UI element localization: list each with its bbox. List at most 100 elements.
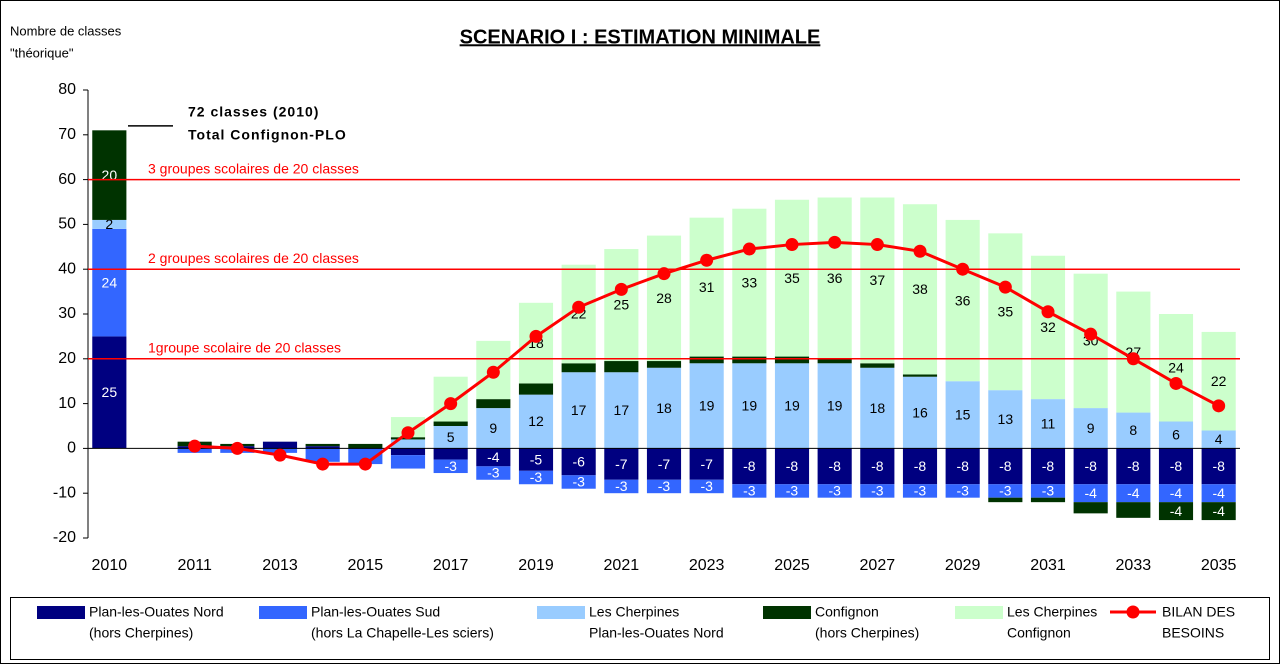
data-label: 24: [102, 274, 118, 290]
bar-segment: [817, 448, 852, 485]
data-label: 33: [742, 274, 758, 290]
data-label: 17: [571, 402, 587, 418]
bar-segment: [646, 361, 682, 368]
bar-segment: [92, 336, 127, 449]
data-label: -3: [786, 483, 799, 499]
line-marker: [913, 244, 927, 258]
bar-segment: [945, 484, 980, 498]
data-label: 38: [912, 281, 928, 297]
data-label: 19: [699, 398, 715, 414]
data-label: 20: [102, 167, 118, 183]
line-marker: [444, 397, 458, 411]
bar-segment: [305, 446, 340, 449]
data-label: 8: [1129, 422, 1137, 438]
bar-segment: [604, 249, 639, 362]
reference-label: 2 groupes scolaires de 20 classes: [148, 250, 359, 266]
line-marker: [785, 238, 799, 252]
bar-segment: [476, 399, 511, 409]
data-label: -8: [999, 458, 1012, 474]
data-label: -3: [487, 465, 500, 481]
data-label: -4: [1170, 485, 1183, 501]
data-label: 36: [955, 292, 971, 308]
bar-segment: [561, 475, 596, 489]
y-tick-label: -10: [53, 484, 76, 501]
bar-segment: [945, 381, 980, 449]
bar-segment: [433, 448, 468, 460]
bar-segment: [902, 204, 938, 375]
bar-segment: [518, 394, 554, 449]
bar-segment: [1158, 314, 1194, 422]
line-marker: [657, 267, 671, 281]
line-marker: [188, 439, 202, 453]
bar-segment: [518, 383, 554, 395]
data-label: -8: [786, 458, 799, 474]
reference-label: 1groupe scolaire de 20 classes: [148, 340, 341, 356]
line-marker: [358, 457, 372, 471]
data-label: -4: [1212, 485, 1225, 501]
data-label: 18: [870, 400, 886, 416]
chart-title: SCENARIO I : ESTIMATION MINIMALE: [460, 26, 821, 48]
bar-segment: [476, 466, 511, 480]
reference-label: 3 groupes scolaires de 20 classes: [148, 160, 359, 176]
y-tick-label: 0: [67, 440, 76, 457]
line-marker: [273, 448, 287, 462]
bar-segment: [390, 448, 426, 456]
data-label: 9: [489, 420, 497, 436]
bar-segment: [732, 356, 767, 364]
bar-segment: [92, 228, 127, 337]
data-label: 12: [528, 413, 544, 429]
line-marker: [1212, 399, 1226, 413]
bar-segment: [902, 484, 938, 498]
line-marker: [1169, 376, 1183, 390]
bar-segment: [348, 448, 383, 465]
data-label: -6: [572, 454, 585, 470]
legend-label: Plan-les-Ouates Nord: [89, 604, 224, 620]
data-label: 32: [1040, 319, 1056, 335]
bar-segment: [860, 484, 895, 498]
legend-swatch: [537, 606, 585, 619]
bar-segment: [902, 448, 938, 485]
bar-segment: [689, 448, 724, 480]
data-label: -3: [1042, 483, 1055, 499]
line-marker: [614, 282, 628, 296]
data-label: 13: [998, 411, 1014, 427]
line-marker: [700, 253, 714, 267]
bar-segment: [1158, 448, 1194, 485]
bar-segment: [305, 443, 340, 447]
data-label: 17: [614, 402, 630, 418]
bar-segment: [433, 459, 468, 474]
bar-segment: [305, 448, 340, 462]
bar-segment: [433, 426, 468, 449]
data-label: -3: [658, 478, 671, 494]
bar-segment: [646, 479, 682, 494]
y-axis-label: Nombre de classes: [10, 23, 122, 38]
line-marker: [956, 262, 970, 276]
bar-segment: [1158, 421, 1194, 449]
x-tick-label: 2019: [518, 557, 554, 574]
data-label: 35: [998, 303, 1014, 319]
bar-segment: [774, 448, 810, 485]
data-label: -8: [914, 458, 927, 474]
bar-segment: [774, 484, 810, 498]
bar-segment: [689, 217, 724, 357]
bar-segment: [860, 197, 895, 364]
data-label: 25: [614, 297, 630, 313]
data-label: -3: [828, 483, 841, 499]
x-tick-label: 2013: [262, 557, 298, 574]
bar-segment: [604, 372, 639, 449]
data-label: -4: [1170, 503, 1183, 519]
x-tick-label: 2017: [433, 557, 469, 574]
bar-segment: [774, 356, 810, 364]
bar-segment: [817, 358, 852, 364]
data-label: -4: [1212, 503, 1225, 519]
x-tick-label: 2010: [92, 557, 128, 574]
bar-segment: [860, 367, 895, 449]
bar-segment: [92, 130, 127, 220]
data-label: 19: [742, 398, 758, 414]
legend-label: Confignon: [1007, 625, 1071, 641]
bar-segment: [604, 479, 639, 494]
data-label: 19: [827, 398, 843, 414]
bar-segment: [1201, 484, 1236, 503]
bar-segment: [988, 448, 1023, 485]
x-tick-label: 2015: [348, 557, 384, 574]
